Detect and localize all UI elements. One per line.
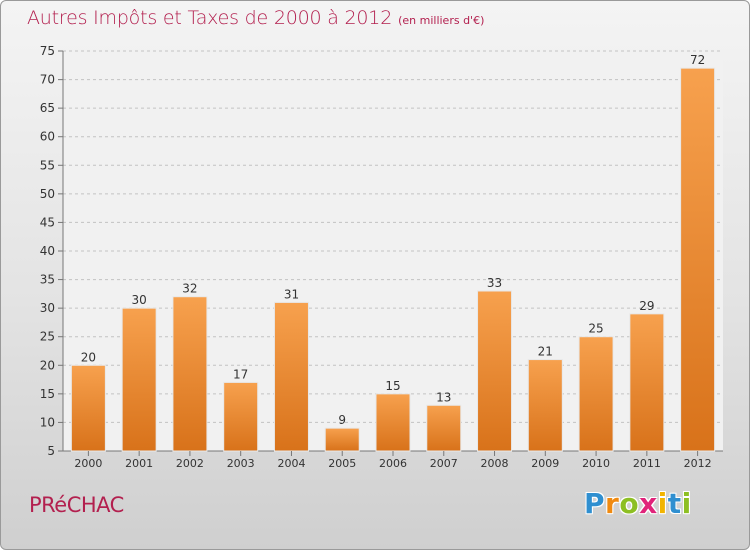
bar-value-label: 31 [284, 287, 299, 301]
bar-value-label: 33 [487, 276, 502, 290]
x-tick-label: 2001 [125, 457, 153, 470]
bar-value-label: 29 [639, 299, 654, 313]
x-tick-label: 2011 [633, 457, 661, 470]
bar [273, 301, 309, 452]
bar [629, 313, 665, 452]
logo-letter: P [584, 487, 606, 520]
x-tick-label: 2002 [176, 457, 204, 470]
x-tick-label: 2006 [379, 457, 407, 470]
bar [426, 404, 462, 452]
x-tick-label: 2003 [227, 457, 255, 470]
y-tick-label: 50 [40, 187, 55, 201]
x-tick-label: 2007 [430, 457, 458, 470]
x-tick-label: 2010 [582, 457, 610, 470]
logo-letter: o [619, 487, 640, 520]
y-tick-label: 15 [40, 387, 55, 401]
logo-letter: i [681, 487, 692, 520]
bar-value-label: 72 [690, 53, 705, 67]
bar [527, 359, 563, 452]
y-tick-label: 70 [40, 73, 55, 87]
y-tick-label: 55 [40, 158, 55, 172]
x-tick-label: 2009 [531, 457, 559, 470]
y-tick-label: 30 [40, 301, 55, 315]
chart-unit-text: (en milliers d'€) [398, 14, 485, 27]
y-tick-label: 45 [40, 215, 55, 229]
y-tick-label: 20 [40, 358, 55, 372]
x-tick-label: 2004 [277, 457, 305, 470]
bar [375, 393, 411, 452]
y-tick-label: 10 [40, 415, 55, 429]
bar [70, 364, 106, 452]
proxiti-logo: Proxiti [584, 487, 692, 520]
bar-value-label: 17 [233, 367, 248, 381]
bar [324, 427, 360, 452]
bar-value-label: 30 [132, 293, 147, 307]
bar-value-label: 32 [182, 282, 197, 296]
bar-value-label: 25 [588, 322, 603, 336]
y-tick-label: 40 [40, 244, 55, 258]
bar [578, 336, 614, 452]
logo-letter: t [667, 487, 682, 520]
bar [223, 381, 259, 452]
x-tick-label: 2005 [328, 457, 356, 470]
x-tick-label: 2012 [684, 457, 712, 470]
bar-value-label: 21 [538, 345, 553, 359]
bar-value-label: 15 [385, 379, 400, 393]
chart-title-text: Autres Impôts et Taxes de 2000 à 2012 [27, 7, 393, 29]
x-tick-label: 2000 [74, 457, 102, 470]
logo-letter: x [639, 487, 658, 520]
logo-letter: r [605, 487, 620, 520]
y-tick-label: 75 [40, 44, 55, 58]
y-tick-label: 60 [40, 130, 55, 144]
bar [477, 290, 513, 452]
x-tick-label: 2008 [481, 457, 509, 470]
logo-letter: i [657, 487, 668, 520]
chart-title: Autres Impôts et Taxes de 2000 à 2012 (en… [27, 7, 484, 29]
y-tick-label: 35 [40, 273, 55, 287]
bar [680, 67, 716, 452]
y-tick-label: 25 [40, 330, 55, 344]
bar-value-label: 13 [436, 390, 451, 404]
y-tick-label: 5 [47, 444, 55, 458]
bar-value-label: 9 [338, 413, 346, 427]
bar [172, 296, 208, 452]
bar [121, 307, 157, 452]
y-tick-label: 65 [40, 101, 55, 115]
commune-name: PRéCHAC [29, 493, 124, 517]
bar-value-label: 20 [81, 350, 96, 364]
